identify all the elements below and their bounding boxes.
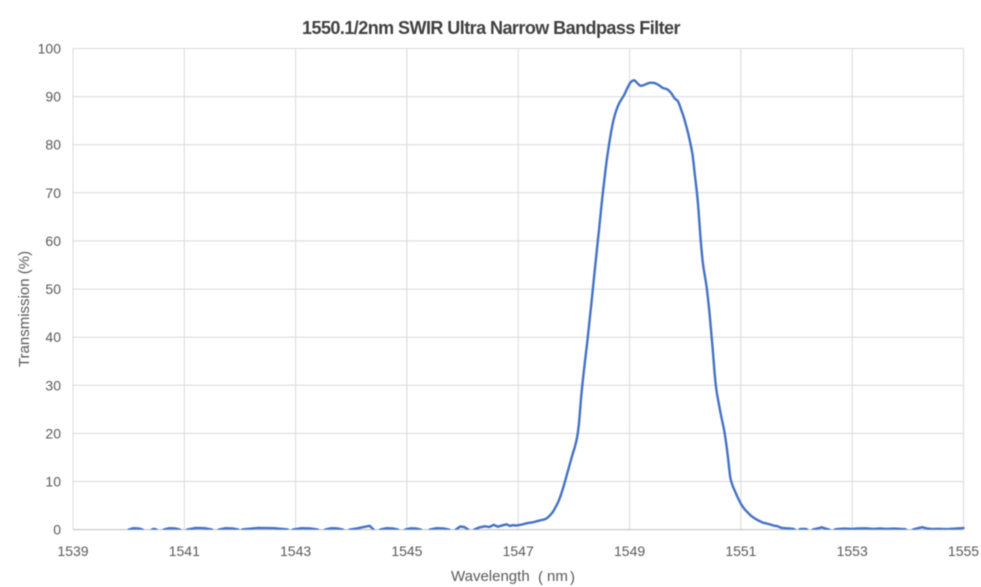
svg-text:80: 80 xyxy=(45,137,61,153)
svg-text:1547: 1547 xyxy=(503,543,534,559)
svg-text:0: 0 xyxy=(53,522,61,538)
svg-text:1551: 1551 xyxy=(725,543,756,559)
svg-text:1549: 1549 xyxy=(614,543,645,559)
svg-text:1541: 1541 xyxy=(169,543,200,559)
svg-text:40: 40 xyxy=(45,329,61,345)
svg-text:20: 20 xyxy=(45,425,61,441)
svg-text:50: 50 xyxy=(45,281,61,297)
svg-text:1543: 1543 xyxy=(280,543,311,559)
svg-text:1550.1/2nm SWIR Ultra Narrow B: 1550.1/2nm SWIR Ultra Narrow Bandpass Fi… xyxy=(302,18,680,38)
svg-text:90: 90 xyxy=(45,89,61,105)
svg-text:70: 70 xyxy=(45,185,61,201)
svg-text:100: 100 xyxy=(38,41,62,57)
svg-text:60: 60 xyxy=(45,233,61,249)
svg-text:Wavelength: Wavelength xyxy=(451,568,530,585)
svg-text:1553: 1553 xyxy=(837,543,868,559)
svg-text:Transmission (%): Transmission (%) xyxy=(16,251,33,367)
svg-text:(: ( xyxy=(538,569,543,586)
svg-text:nm: nm xyxy=(547,568,568,585)
svg-text:1539: 1539 xyxy=(57,543,88,559)
svg-text:10: 10 xyxy=(45,474,61,490)
svg-text:): ) xyxy=(570,569,575,586)
svg-text:1555: 1555 xyxy=(948,543,979,559)
svg-text:30: 30 xyxy=(45,377,61,393)
svg-text:1545: 1545 xyxy=(391,543,422,559)
